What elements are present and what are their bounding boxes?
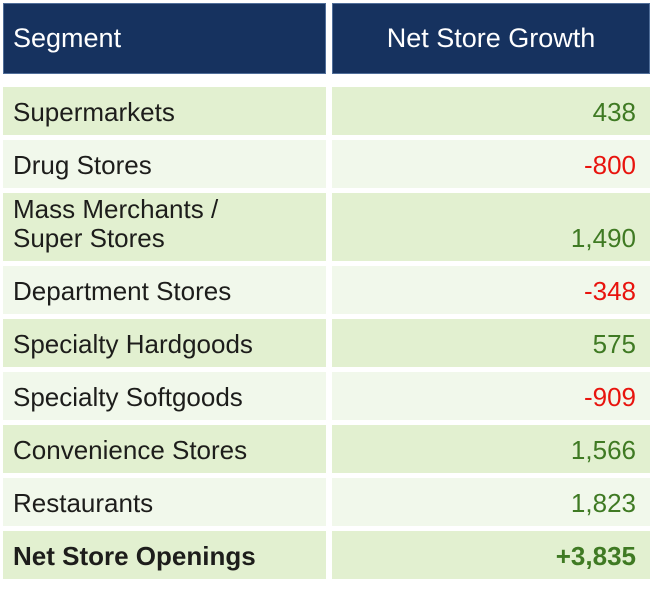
table-header-row: Segment Net Store Growth [3,3,650,74]
table-row: Specialty Softgoods -909 [3,372,650,420]
value-cell: 438 [332,87,650,135]
value-cell: 575 [332,319,650,367]
value-cell: -348 [332,266,650,314]
segment-cell: Specialty Hardgoods [3,319,326,367]
table-row: Restaurants 1,823 [3,478,650,526]
table-body: Supermarkets 438 Drug Stores -800 Mass M… [3,87,650,584]
value-cell: -909 [332,372,650,420]
table-row: Convenience Stores 1,566 [3,425,650,473]
segment-cell: Supermarkets [3,87,326,135]
segment-column-header: Segment [3,3,326,74]
value-cell: +3,835 [332,531,650,579]
net-store-growth-table: Segment Net Store Growth Supermarkets 43… [3,3,650,584]
table-row: Specialty Hardgoods 575 [3,319,650,367]
table-row: Drug Stores -800 [3,140,650,188]
table-row: Net Store Openings +3,835 [3,531,650,579]
table-row: Mass Merchants / Super Stores 1,490 [3,193,650,261]
value-cell: 1,490 [332,193,650,261]
segment-cell: Restaurants [3,478,326,526]
segment-cell: Specialty Softgoods [3,372,326,420]
table-row: Department Stores -348 [3,266,650,314]
segment-cell: Drug Stores [3,140,326,188]
net-store-growth-column-header: Net Store Growth [332,3,650,74]
segment-cell: Net Store Openings [3,531,326,579]
table-row: Supermarkets 438 [3,87,650,135]
segment-cell: Convenience Stores [3,425,326,473]
segment-cell: Department Stores [3,266,326,314]
value-cell: -800 [332,140,650,188]
value-cell: 1,566 [332,425,650,473]
segment-cell: Mass Merchants / Super Stores [3,193,326,261]
value-cell: 1,823 [332,478,650,526]
